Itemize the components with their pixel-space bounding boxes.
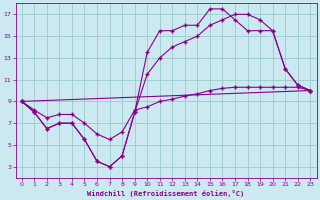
X-axis label: Windchill (Refroidissement éolien,°C): Windchill (Refroidissement éolien,°C) [87,190,245,197]
